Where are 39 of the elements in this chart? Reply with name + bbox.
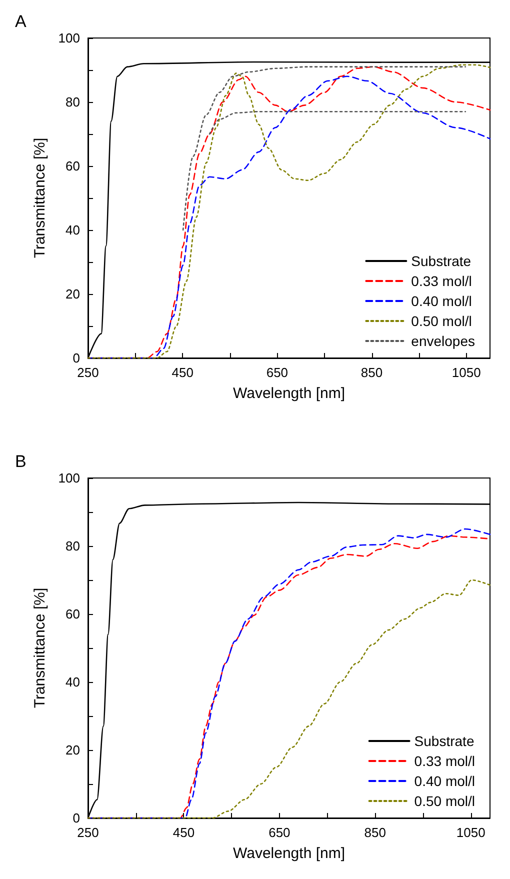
chart-title: A [15,12,27,31]
y-tick-label: 100 [58,30,80,46]
y-tick-label: 0 [72,350,80,366]
x-tick-label: 1050 [456,825,486,840]
y-tick-label: 40 [66,674,80,690]
y-tick-label: 40 [66,222,80,238]
legend-label: Substrate [414,733,474,749]
x-tick-label: 250 [77,825,99,840]
legend-label: 0.50 mol/l [414,793,476,809]
x-tick-label: 850 [364,825,386,840]
legend-label: 0.33 mol/l [411,273,472,289]
y-tick-label: 20 [66,286,80,302]
y-tick-label: 80 [66,94,80,110]
line-series [182,66,466,231]
x-tick-label: 650 [266,365,288,380]
legend-label: 0.40 mol/l [414,773,476,789]
y-tick-label: 100 [58,470,80,486]
y-tick-label: 80 [66,538,80,554]
y-tick-label: 60 [66,606,80,622]
legend-label: 0.40 mol/l [411,293,472,309]
x-tick-label: 850 [360,365,383,380]
legend-label: Substrate [411,253,472,269]
y-tick-label: 20 [66,742,80,758]
legend-label: envelopes [411,333,475,349]
line-series [208,110,466,135]
x-tick-label: 450 [172,825,195,840]
legend-label: 0.33 mol/l [414,753,476,769]
legend-label: 0.50 mol/l [411,313,472,329]
x-axis-title: Wavelength [nm] [233,845,345,862]
x-tick-label: 250 [77,365,99,380]
y-axis-title: Transmittance [%] [31,138,48,258]
x-tick-label: 650 [268,825,290,840]
x-tick-label: 450 [172,365,194,380]
y-tick-label: 0 [72,810,80,826]
y-tick-label: 60 [66,158,80,174]
x-tick-label: 1050 [452,365,481,380]
x-axis-title: Wavelength [nm] [233,385,345,402]
y-axis-title: Transmittance [%] [31,588,48,708]
chart-title: B [15,452,26,471]
